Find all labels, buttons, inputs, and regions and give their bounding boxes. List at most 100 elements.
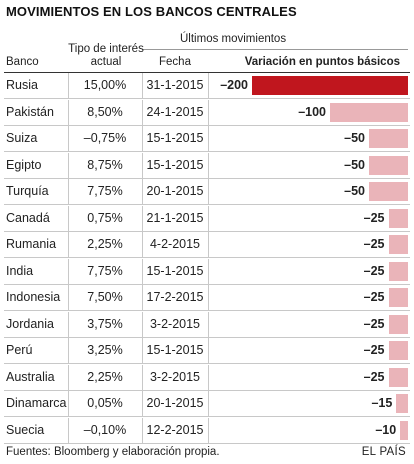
column-divider bbox=[142, 152, 143, 178]
row-divider bbox=[4, 389, 410, 391]
interest-rate: 15,00% bbox=[83, 78, 127, 92]
header-banco: Banco bbox=[6, 56, 39, 68]
column-divider bbox=[208, 179, 209, 204]
row-divider bbox=[4, 283, 410, 285]
column-divider bbox=[142, 258, 143, 284]
bar-pakistán bbox=[330, 102, 408, 122]
row-divider bbox=[4, 416, 410, 417]
movement-date: 21-1-2015 bbox=[146, 210, 204, 225]
column-divider bbox=[142, 179, 143, 204]
column-divider bbox=[208, 99, 209, 125]
row-divider bbox=[4, 177, 410, 179]
interest-rate: 7,75% bbox=[87, 184, 123, 198]
column-divider bbox=[142, 311, 143, 337]
bank-name: India bbox=[6, 263, 34, 278]
bar-suiza bbox=[369, 129, 408, 148]
column-divider bbox=[142, 364, 143, 390]
column-divider bbox=[68, 364, 69, 390]
bank-name: Jordania bbox=[6, 316, 54, 331]
column-divider bbox=[68, 205, 69, 231]
movement-date: 15-1-2015 bbox=[146, 343, 204, 357]
interest-rate: 0,75% bbox=[87, 210, 123, 225]
column-divider bbox=[68, 417, 69, 443]
bank-name: Suiza bbox=[6, 131, 38, 145]
bar-perú bbox=[388, 341, 408, 360]
bar-australia bbox=[388, 367, 408, 387]
bar-value-label: –50 bbox=[344, 131, 365, 145]
table-row: Rumania 2,25% 4-2-2015 –25 bbox=[0, 232, 414, 258]
bar-value-label: –50 bbox=[344, 184, 365, 198]
table-row: Rusia 15,00% 31-1-2015 –200 bbox=[0, 73, 414, 99]
movement-date: 17-2-2015 bbox=[146, 290, 204, 304]
column-divider bbox=[68, 285, 69, 310]
row-divider bbox=[4, 442, 410, 444]
interest-rate: 2,25% bbox=[87, 237, 123, 251]
row-divider bbox=[4, 151, 410, 152]
table-row: Indonesia 7,50% 17-2-2015 –25 bbox=[0, 285, 414, 311]
column-divider bbox=[142, 232, 143, 257]
column-divider bbox=[142, 391, 143, 416]
column-divider bbox=[208, 311, 209, 337]
bar-rumania bbox=[388, 235, 408, 254]
bar-value-label: –100 bbox=[298, 104, 326, 119]
bar-indonesia bbox=[388, 288, 408, 307]
bar-value-label: –200 bbox=[220, 78, 248, 92]
column-divider bbox=[208, 232, 209, 257]
interest-rate: 0,05% bbox=[87, 396, 123, 410]
movement-date: 4-2-2015 bbox=[149, 237, 201, 251]
movement-date: 3-2-2015 bbox=[149, 316, 201, 331]
column-divider bbox=[208, 417, 209, 443]
column-divider bbox=[68, 73, 69, 98]
column-divider bbox=[68, 232, 69, 257]
column-divider bbox=[142, 99, 143, 125]
column-divider bbox=[208, 391, 209, 416]
column-divider bbox=[208, 338, 209, 363]
bank-name: Perú bbox=[6, 343, 33, 357]
interest-rate: 2,25% bbox=[87, 369, 123, 384]
column-divider bbox=[142, 73, 143, 98]
bank-name: Pakistán bbox=[6, 104, 54, 119]
table-row: Jordania 3,75% 3-2-2015 –25 bbox=[0, 311, 414, 338]
row-divider bbox=[4, 230, 410, 232]
column-divider bbox=[68, 99, 69, 125]
bar-jordania bbox=[388, 314, 408, 334]
bar-value-label: –15 bbox=[371, 396, 393, 410]
interest-rate: 8,75% bbox=[87, 157, 123, 172]
bank-name: Rusia bbox=[6, 78, 38, 92]
bar-value-label: –25 bbox=[363, 290, 385, 304]
bar-dinamarca bbox=[396, 394, 408, 413]
bank-name: Egipto bbox=[6, 157, 42, 172]
header-ultimos-movimientos: Últimos movimientos bbox=[180, 33, 287, 45]
table-row: Perú 3,25% 15-1-2015 –25 bbox=[0, 338, 414, 364]
bar-value-label: –10 bbox=[375, 422, 397, 437]
column-divider bbox=[208, 152, 209, 178]
movement-date: 24-1-2015 bbox=[146, 104, 204, 119]
bar-value-label: –25 bbox=[363, 263, 385, 278]
column-divider bbox=[208, 73, 209, 98]
bar-value-label: –25 bbox=[363, 343, 385, 357]
row-divider bbox=[4, 363, 410, 364]
row-divider bbox=[4, 336, 410, 338]
column-divider bbox=[142, 417, 143, 443]
column-divider bbox=[142, 126, 143, 151]
interest-rate: 3,75% bbox=[87, 316, 123, 331]
movement-date: 12-2-2015 bbox=[146, 422, 204, 437]
table-row: India 7,75% 15-1-2015 –25 bbox=[0, 258, 414, 285]
row-divider bbox=[4, 310, 410, 311]
bank-name: Canadá bbox=[6, 210, 50, 225]
movement-date: 3-2-2015 bbox=[149, 369, 201, 384]
bar-suecia bbox=[400, 420, 408, 440]
movement-date: 15-1-2015 bbox=[146, 157, 204, 172]
interest-rate: –0,10% bbox=[83, 422, 127, 437]
bar-value-label: –25 bbox=[363, 316, 385, 331]
row-divider bbox=[4, 257, 410, 258]
column-divider bbox=[208, 285, 209, 310]
bar-turquía bbox=[369, 182, 408, 201]
column-divider bbox=[68, 391, 69, 416]
column-divider bbox=[208, 258, 209, 284]
bar-value-label: –25 bbox=[363, 369, 385, 384]
bar-value-label: –25 bbox=[363, 237, 385, 251]
table-row: Canadá 0,75% 21-1-2015 –25 bbox=[0, 205, 414, 232]
bar-egipto bbox=[369, 155, 408, 175]
bank-name: Turquía bbox=[6, 184, 49, 198]
